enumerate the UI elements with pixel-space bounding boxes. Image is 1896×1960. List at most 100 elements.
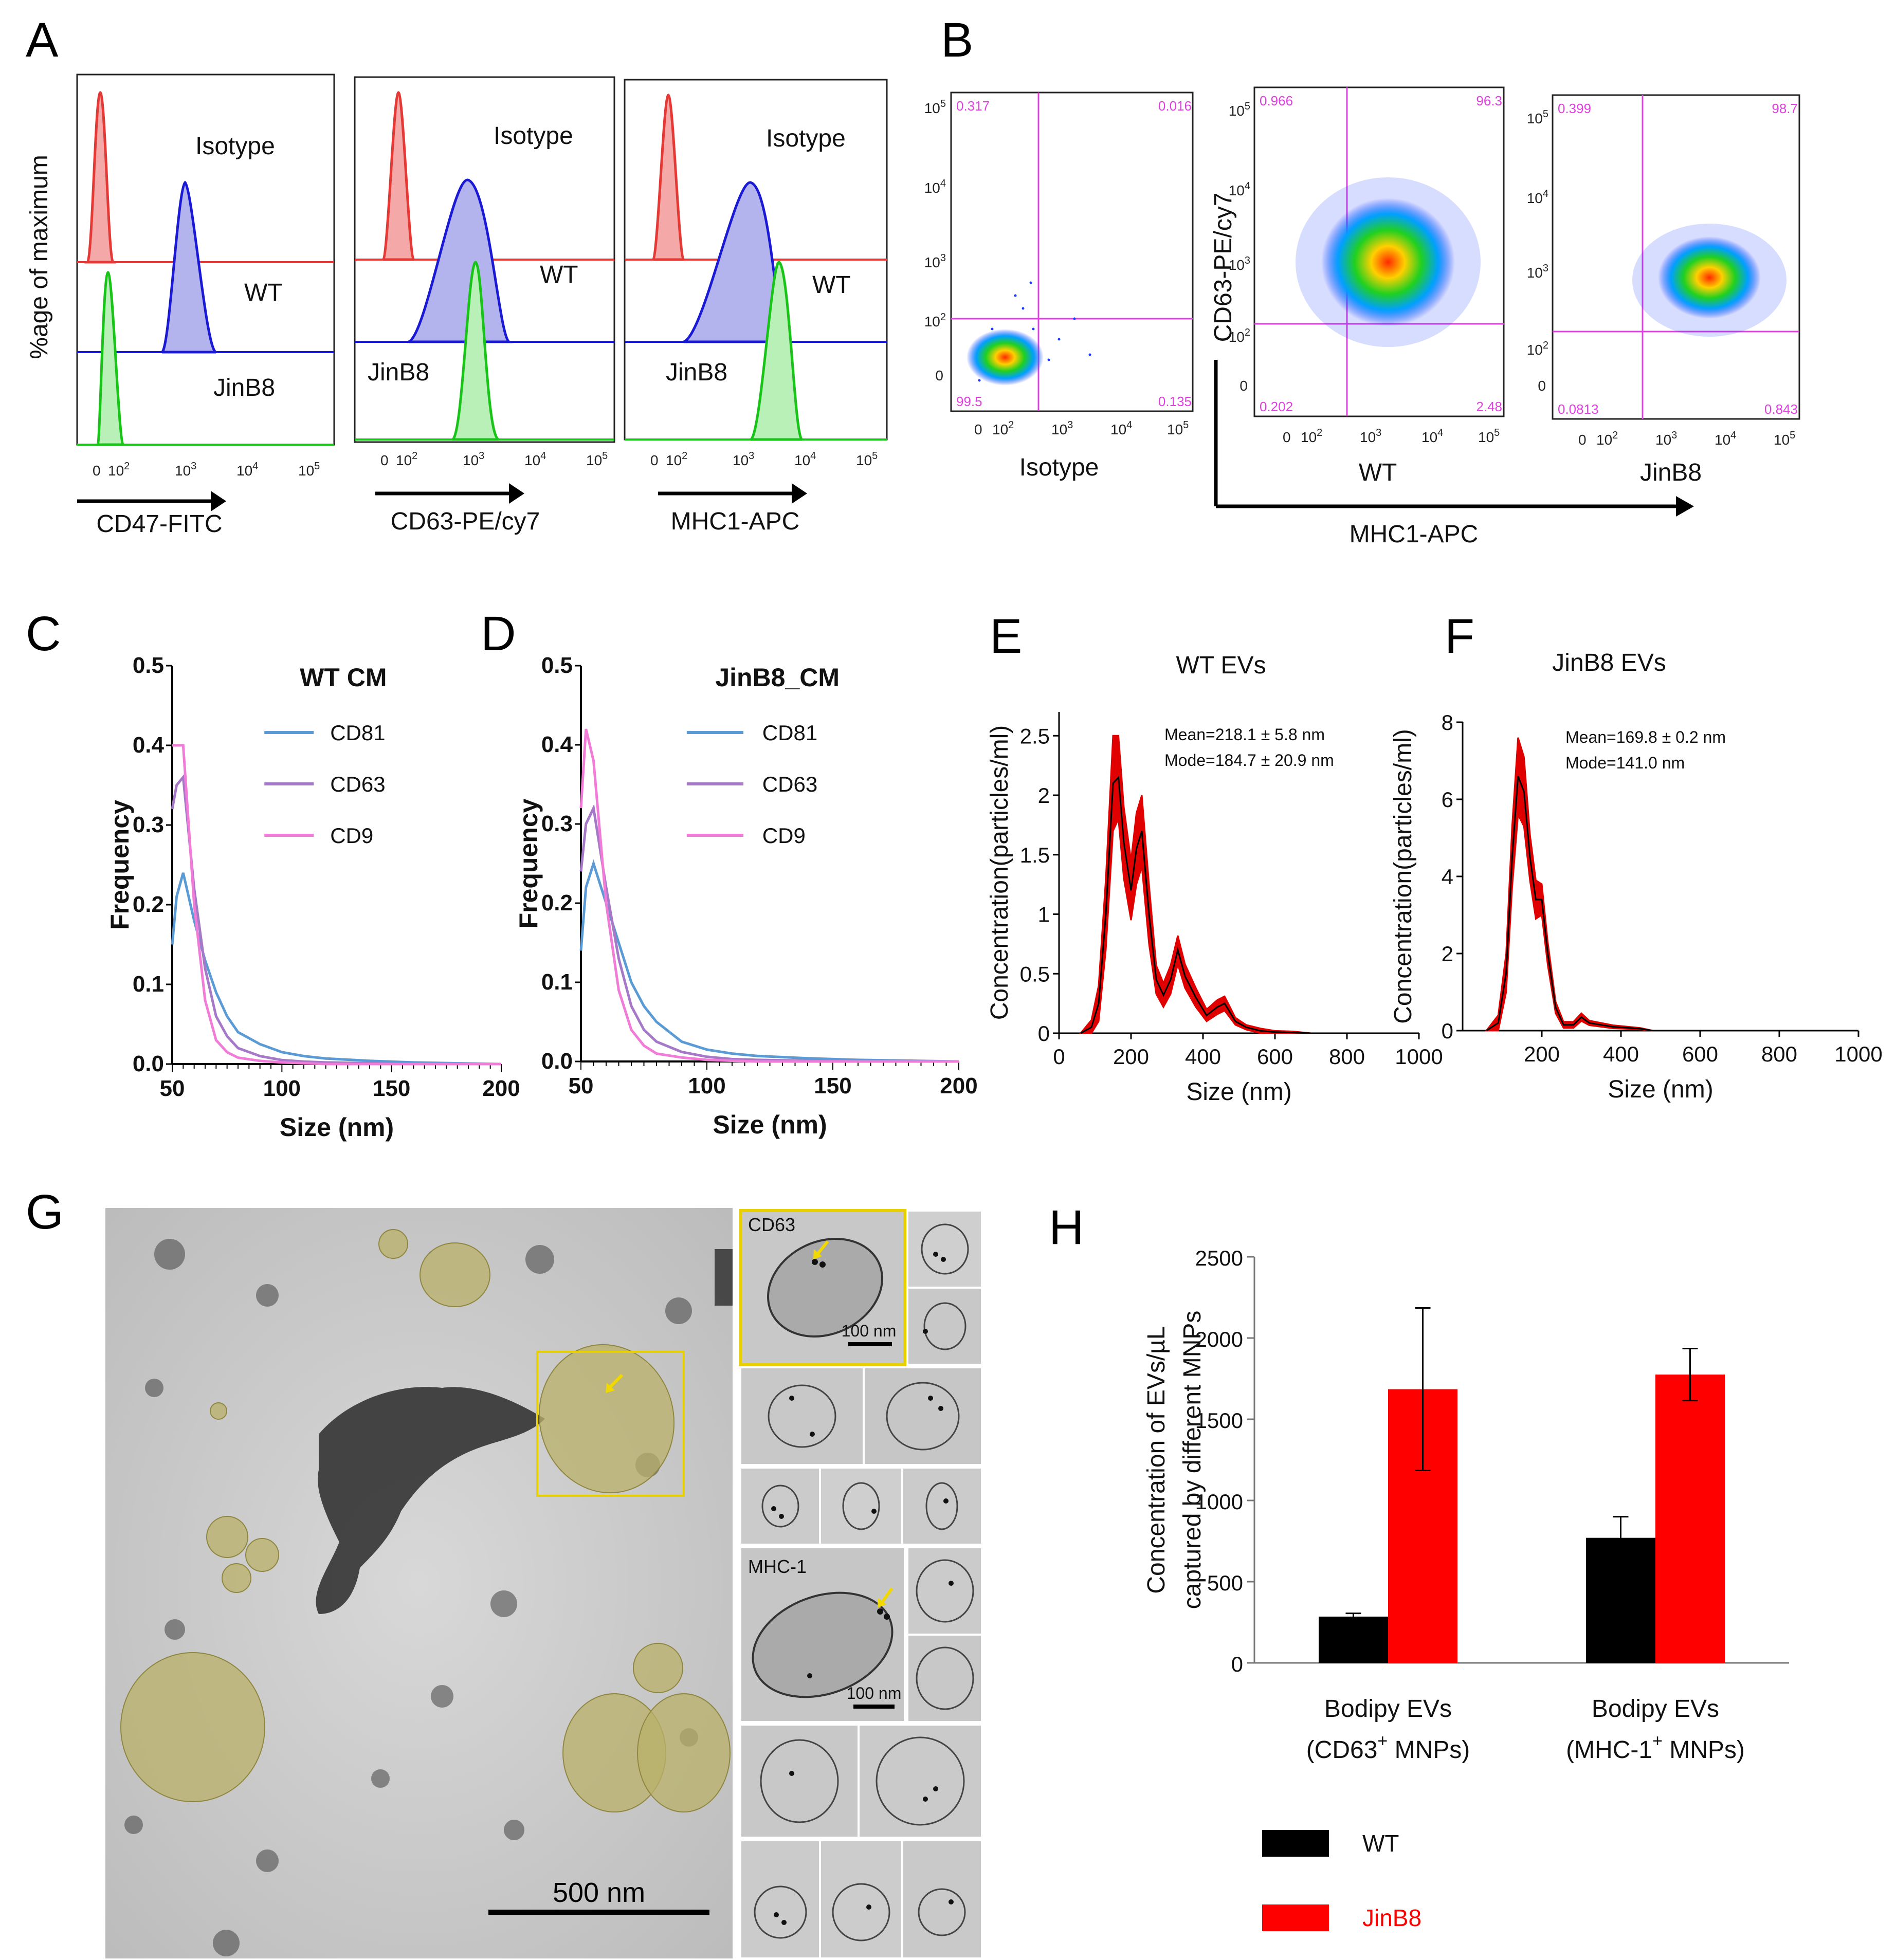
quadrant-tl: 0.399: [1558, 101, 1591, 116]
panel-c-letter: C: [26, 607, 61, 661]
x-tick-label: 150: [373, 1076, 410, 1101]
panel-d: D 0.0 0.1 0.2 0.3 0.4 0.5 50 100 150 200 Size (nm)…: [481, 607, 978, 1139]
dotplot-jinb8: 0.399 98.7 0.0813 0.843 105 104 103 102 …: [1527, 94, 1800, 486]
x-tick-label: 1000: [1395, 1045, 1443, 1069]
x-tick-label: 150: [814, 1073, 851, 1098]
inset-scale-label: 100 nm: [847, 1684, 902, 1702]
x-tick-label: 100: [263, 1076, 301, 1101]
ev-particle: [206, 1516, 248, 1558]
y-tick-label: 1000: [1195, 1490, 1243, 1514]
em-dark-aggregate: [316, 1387, 545, 1614]
histogram-peak-isotype: [381, 91, 415, 261]
quadrant-bl: 0.202: [1260, 399, 1293, 414]
inset-tile: [739, 1366, 865, 1466]
tick: 105: [1527, 108, 1548, 126]
tick: 103: [1051, 419, 1073, 437]
series-line-cd9: [579, 728, 959, 1063]
plot-name: WT: [1359, 459, 1397, 486]
histogram-peak-isotype: [84, 91, 116, 264]
tick: 103: [1360, 427, 1381, 445]
panel-f-title: JinB8 EVs: [1552, 649, 1666, 676]
series-line-cd81: [171, 872, 502, 1066]
inset-tile: [906, 1287, 983, 1366]
panel-g-letter: G: [26, 1185, 64, 1239]
tick: 105: [856, 450, 878, 468]
y-tick-label: 0.0: [541, 1049, 573, 1074]
mean-line: [1080, 775, 1311, 1034]
tick: 102: [396, 450, 417, 468]
y-tick-label: 0.3: [133, 812, 164, 837]
tick: 104: [794, 450, 816, 468]
series-line-cd81: [579, 859, 959, 1063]
x-tick-label: 200: [1113, 1045, 1149, 1069]
panel-b-xlabel: MHC1-APC: [1350, 521, 1479, 548]
x-tick-label: 50: [569, 1073, 594, 1098]
x-axis-label: Size (nm): [280, 1113, 394, 1142]
em-micrograph: [105, 1208, 733, 1958]
y-tick-label: 8: [1442, 710, 1453, 735]
y-tick-label: 0.5: [541, 653, 573, 678]
quadrant-tl: 0.966: [1260, 93, 1293, 108]
ev-particle: [633, 1643, 683, 1693]
tick: 0: [650, 452, 659, 468]
tick: 0: [1538, 378, 1546, 394]
panel-e-letter: E: [990, 609, 1022, 664]
y-axis-label: Frequency: [514, 798, 543, 928]
tick: 102: [924, 312, 946, 329]
histogram-cd47: Isotype WT JinB8 0 102 103 104 105 CD47-…: [76, 74, 335, 538]
y-tick-label: 0.1: [541, 969, 573, 995]
x-tick-label: 800: [1329, 1045, 1365, 1069]
quadrant-bl: 99.5: [956, 394, 982, 409]
tick: 104: [1715, 430, 1736, 448]
panel-d-letter: D: [481, 607, 516, 661]
tick: 102: [1301, 427, 1322, 445]
xlabel: CD63-PE/cy7: [391, 508, 540, 535]
gold-particles: [771, 1252, 954, 1925]
panel-a: A %age of maximum Isotype WT JinB8 0 102…: [26, 13, 888, 538]
x-ticks: 0 102 103 104 105: [974, 419, 1189, 437]
arrowhead: [211, 491, 226, 511]
quadrant-bl: 0.0813: [1558, 401, 1599, 417]
tick: 105: [1774, 430, 1795, 448]
quadrant-br: 0.843: [1764, 401, 1798, 417]
tick: 105: [1478, 427, 1500, 445]
quadrant-tr: 0.016: [1158, 98, 1192, 114]
category-label: Bodipy EVs: [1324, 1695, 1452, 1723]
y-ticks: 105 104 103 102 0: [1229, 101, 1250, 394]
y-tick-label: 1500: [1195, 1408, 1243, 1433]
quadrant-tl: 0.317: [956, 98, 990, 114]
ev-particle: [378, 1229, 408, 1259]
y-tick-label: 1.5: [1020, 843, 1050, 867]
ev-particle: [752, 1591, 894, 1698]
inset-tile: [739, 1467, 821, 1546]
annotation-mean: Mean=218.1 ± 5.8 nm: [1164, 725, 1325, 744]
ev-particle: [210, 1402, 227, 1420]
tick: 104: [236, 461, 258, 479]
tick: 103: [924, 252, 946, 270]
x-tick-label: 400: [1603, 1042, 1639, 1066]
legend-label: CD9: [330, 823, 373, 848]
tick: 103: [175, 461, 196, 479]
legend-label: CD63: [762, 772, 817, 796]
tick: 103: [1229, 255, 1250, 273]
label-isotype: Isotype: [195, 133, 275, 160]
plot-name: JinB8: [1640, 459, 1702, 486]
tick: 103: [1527, 263, 1548, 281]
y-tick-label: 2000: [1195, 1327, 1243, 1351]
y-tick-label: 0.1: [133, 972, 164, 997]
series-line-cd9: [172, 744, 501, 1066]
label-wt: WT: [812, 271, 851, 299]
xlabel: MHC1-APC: [671, 508, 800, 535]
inset-scale-label: 100 nm: [842, 1322, 897, 1340]
inset-tile: [901, 1467, 983, 1546]
legend-label: CD81: [330, 721, 385, 745]
superscript: +: [1652, 1731, 1663, 1751]
quadrant-br: 0.135: [1158, 394, 1192, 409]
y-axis-label: Concentration(particles/ml): [1390, 729, 1417, 1024]
y-tick-label: 1: [1038, 903, 1050, 927]
tick: 0: [380, 452, 389, 468]
y-tick-label: 0.0: [133, 1051, 164, 1076]
tick: 105: [1167, 419, 1189, 437]
inset-tile: [901, 1839, 983, 1959]
histogram-peak-wt: [408, 178, 513, 343]
